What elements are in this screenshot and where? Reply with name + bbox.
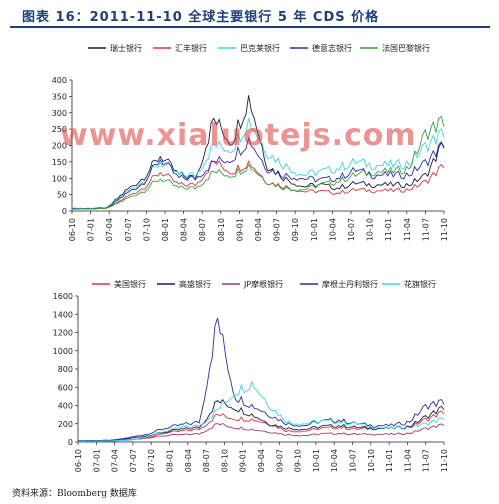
x-tick-label: 09-04 <box>257 449 266 472</box>
x-tick-label: 10-10 <box>367 449 376 472</box>
x-tick-label: 11-07 <box>421 218 430 241</box>
y-tick-label: 0 <box>62 207 67 216</box>
title-divider <box>10 26 490 28</box>
legend-label: 瑞士银行 <box>110 43 142 53</box>
x-tick-label: 08-07 <box>198 218 207 241</box>
x-tick-label: 09-07 <box>273 218 282 241</box>
x-tick-label: 11-01 <box>384 218 393 241</box>
y-tick-label: 1600 <box>53 292 73 301</box>
legend-label: 摩根士丹利银行 <box>322 279 378 289</box>
series-line <box>71 95 445 210</box>
x-tick-label: 06-10 <box>68 218 77 241</box>
x-tick-label: 08-07 <box>202 449 211 472</box>
x-tick-label: 10-10 <box>366 218 375 241</box>
y-tick-label: 200 <box>58 420 73 429</box>
legend-label: 法国巴黎银行 <box>382 43 430 53</box>
legend-label: 汇丰银行 <box>175 43 207 53</box>
x-tick-label: 08-01 <box>166 449 175 472</box>
x-tick-label: 10-01 <box>310 218 319 241</box>
y-tick-label: 1000 <box>53 347 73 356</box>
x-tick-label: 10-07 <box>347 218 356 241</box>
x-tick-label: 07-01 <box>92 449 101 472</box>
y-tick-label: 1400 <box>53 310 73 319</box>
series-line <box>71 115 445 210</box>
legend-label: 美国银行 <box>114 279 146 289</box>
x-tick-label: 07-10 <box>147 449 156 472</box>
series-line <box>77 317 445 442</box>
y-tick-label: 50 <box>57 191 67 200</box>
x-tick-label: 08-04 <box>184 449 193 472</box>
y-tick-label: 800 <box>58 365 73 374</box>
x-tick-label: 07-07 <box>129 449 138 472</box>
y-tick-label: 1200 <box>53 329 73 338</box>
x-tick-label: 10-07 <box>349 449 358 472</box>
x-tick-label: 08-01 <box>161 218 170 241</box>
y-tick-label: 400 <box>58 402 73 411</box>
series-line <box>71 159 445 210</box>
x-tick-label: 06-10 <box>74 449 83 472</box>
x-tick-label: 07-10 <box>142 218 151 241</box>
y-tick-label: 150 <box>52 158 67 167</box>
x-tick-label: 11-07 <box>422 449 431 472</box>
x-tick-label: 08-04 <box>180 218 189 241</box>
y-tick-label: 250 <box>52 125 67 134</box>
series-line <box>71 136 445 210</box>
legend-label: 德意志银行 <box>312 43 352 53</box>
x-tick-label: 09-07 <box>275 449 284 472</box>
y-tick-label: 400 <box>52 76 67 85</box>
x-tick-label: 09-10 <box>291 218 300 241</box>
x-tick-label: 10-04 <box>328 218 337 241</box>
x-tick-label: 07-07 <box>124 218 133 241</box>
legend-label: 花旗银行 <box>404 279 436 289</box>
x-tick-label: 10-01 <box>312 449 321 472</box>
x-tick-label: 09-01 <box>235 218 244 241</box>
y-tick-label: 350 <box>52 92 67 101</box>
x-tick-label: 09-01 <box>239 449 248 472</box>
y-tick-label: 0 <box>68 438 73 447</box>
x-tick-label: 08-10 <box>217 218 226 241</box>
y-tick-label: 100 <box>52 174 67 183</box>
series-line <box>77 380 445 442</box>
legend-label: JP摩根银行 <box>243 279 283 289</box>
x-tick-label: 10-04 <box>330 449 339 472</box>
x-tick-label: 11-10 <box>440 218 449 241</box>
x-tick-label: 07-04 <box>111 449 120 472</box>
series-line <box>71 118 445 210</box>
x-tick-label: 08-10 <box>220 449 229 472</box>
x-tick-label: 09-04 <box>254 218 263 241</box>
legend-label: 巴克莱银行 <box>240 43 280 53</box>
cds-chart-bottom: 0 200 400 600 800 1000 1200 1400 1600 06-10 07-01 0… <box>53 279 449 472</box>
cds-chart-top: 0 50 100 150 200 250 300 350 400 06-10 07-01 07-04 0… <box>52 43 449 241</box>
y-tick-label: 600 <box>58 383 73 392</box>
x-tick-label: 11-01 <box>385 449 394 472</box>
y-tick-label: 300 <box>52 109 67 118</box>
x-tick-label: 11-04 <box>403 218 412 241</box>
source-note: 资料来源：Bloomberg 数据库 <box>12 489 137 499</box>
x-tick-label: 11-10 <box>440 449 449 472</box>
x-tick-label: 07-04 <box>105 218 114 241</box>
x-tick-label: 09-10 <box>294 449 303 472</box>
legend-label: 高盛银行 <box>179 279 211 289</box>
watermark-text: www.xialuotejs.com <box>60 118 417 153</box>
y-tick-label: 200 <box>52 142 67 151</box>
x-tick-label: 07-01 <box>87 218 96 241</box>
page-title: 图表 16：2011-11-10 全球主要银行 5 年 CDS 价格 <box>22 10 380 25</box>
x-tick-label: 11-04 <box>403 449 412 472</box>
